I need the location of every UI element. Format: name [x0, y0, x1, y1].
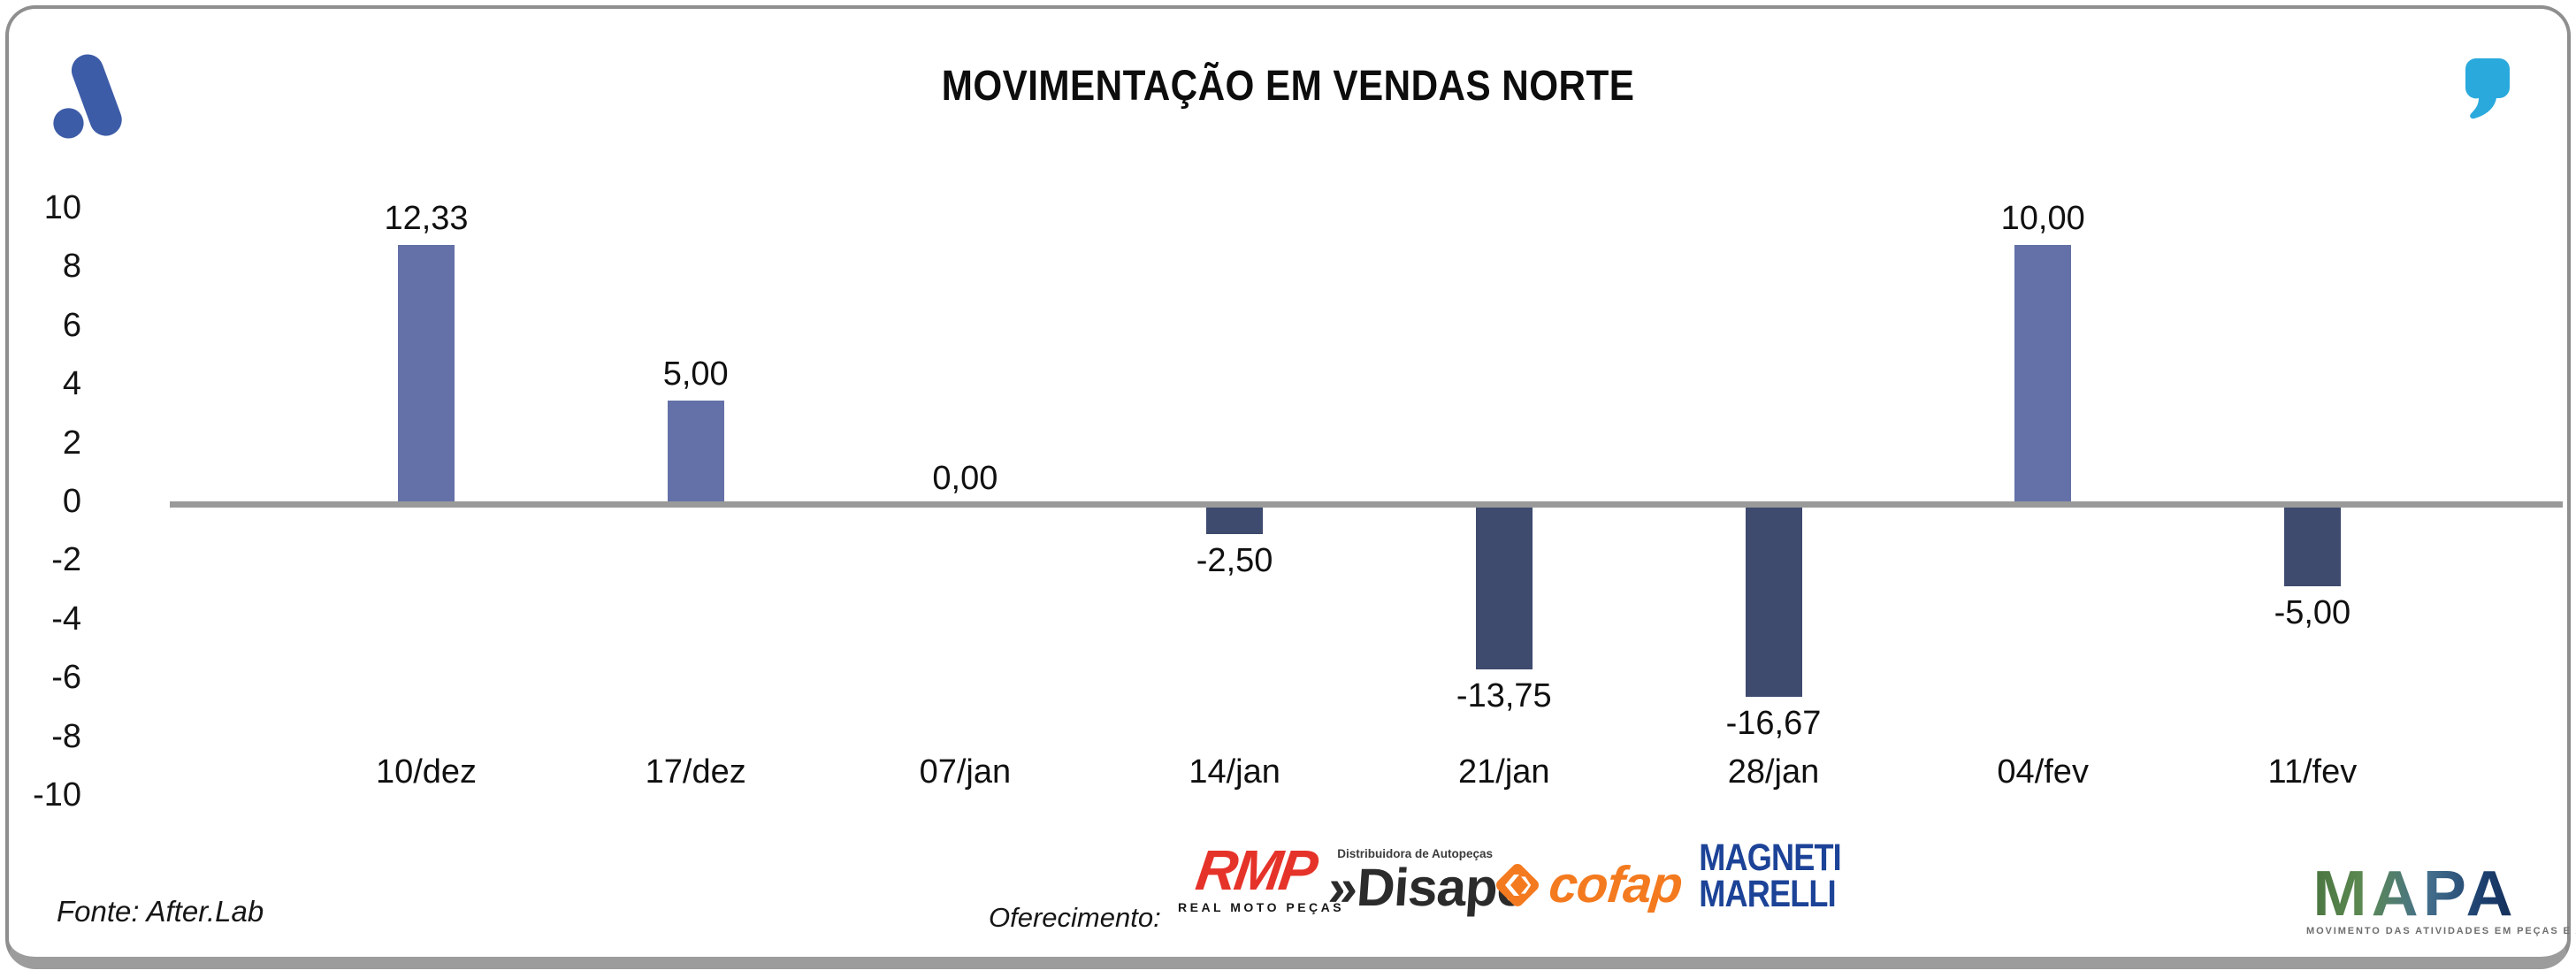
plot-area: 10 8 6 4 2 0 -2 -4 -6 -8 -10 12,33 10/dez 5,00 17/dez 0…	[9, 9, 2576, 978]
y-axis-tick-label: -4	[51, 600, 81, 638]
x-axis-label: 10/dez	[375, 753, 478, 791]
bar-value-label: 5,00	[662, 355, 729, 393]
disape-tagline: Distribuidora de Autopeças	[1337, 847, 1493, 860]
mapa-tagline: MOVIMENTO DAS ATIVIDADES EM PEÇAS E ACES…	[2306, 926, 2576, 936]
y-axis-tick-label: -10	[33, 776, 81, 814]
bar	[667, 401, 724, 504]
bar-value-label: 0,00	[932, 460, 998, 497]
disape-logo-text: »Disape	[1326, 858, 1528, 917]
mapa-logo: MAPA MOVIMENTO DAS ATIVIDADES EM PEÇAS E…	[2305, 862, 2576, 936]
y-axis-tick-label: 10	[43, 189, 81, 226]
y-axis-tick-label: 4	[62, 365, 81, 403]
bar-value-label: 12,33	[384, 200, 469, 237]
cofap-logo: cofap	[1493, 856, 1685, 913]
y-axis-tick-label: -8	[51, 717, 81, 755]
y-axis-tick-label: -2	[51, 541, 81, 579]
bar	[2283, 506, 2341, 586]
chart-title: MOVIMENTAÇÃO EM VENDAS NORTE	[941, 63, 1635, 110]
cofap-diamond-icon	[1496, 864, 1539, 906]
sponsorship-label: Oferecimento:	[989, 902, 1161, 933]
x-axis-label: 11/fev	[2267, 753, 2358, 791]
x-axis-zero-line	[170, 501, 2563, 508]
bar	[398, 245, 455, 504]
bar-value-label: -13,75	[1456, 677, 1552, 714]
x-axis-label: 28/jan	[1727, 753, 1820, 791]
bar-value-label: -16,67	[1725, 705, 1822, 742]
afterlab-logo-icon	[53, 54, 122, 139]
x-axis-label: 14/jan	[1189, 753, 1280, 791]
rmp-tagline: REAL MOTO PEÇAS	[1178, 900, 1345, 914]
x-axis-label: 17/dez	[645, 753, 746, 791]
rmp-logo: RMP REAL MOTO PEÇAS	[1178, 838, 1345, 914]
x-axis-label: 04/fev	[1997, 753, 2089, 791]
magneti-line2: MARELLI	[1699, 873, 1836, 915]
bar	[2014, 245, 2072, 504]
source-note: Fonte: After.Lab	[57, 895, 264, 928]
y-axis-tick-label: -6	[51, 659, 81, 697]
magneti-line1: MAGNETI	[1699, 837, 1842, 879]
chart-card: MOVIMENTAÇÃO EM VENDAS NORTE 10 8 6 4 2 0 -2 -4…	[5, 5, 2576, 969]
y-axis-tick-label: 0	[62, 483, 81, 520]
bar	[1475, 506, 1533, 669]
magneti-marelli-logo: MAGNETI MARELLI	[1699, 837, 1842, 915]
rmp-logo-text: RMP	[1192, 838, 1319, 902]
mapa-logo-text: MAPA	[2305, 862, 2526, 926]
y-axis-tick-label: 8	[62, 248, 81, 286]
bar-value-label: 10,00	[2000, 200, 2085, 237]
cofap-logo-text: cofap	[1546, 856, 1685, 913]
bar	[1745, 506, 1802, 697]
x-axis-label: 21/jan	[1458, 753, 1550, 791]
x-axis-label: 07/jan	[919, 753, 1012, 791]
quote-comma-icon	[2465, 58, 2510, 119]
bar-value-label: -2,50	[1196, 542, 1273, 579]
bar	[1206, 506, 1264, 534]
y-axis-tick-label: 2	[62, 424, 81, 462]
bar-value-label: -5,00	[2274, 594, 2351, 631]
y-axis-tick-label: 6	[62, 306, 81, 344]
disape-logo: Distribuidora de Autopeças »Disape	[1326, 847, 1528, 917]
